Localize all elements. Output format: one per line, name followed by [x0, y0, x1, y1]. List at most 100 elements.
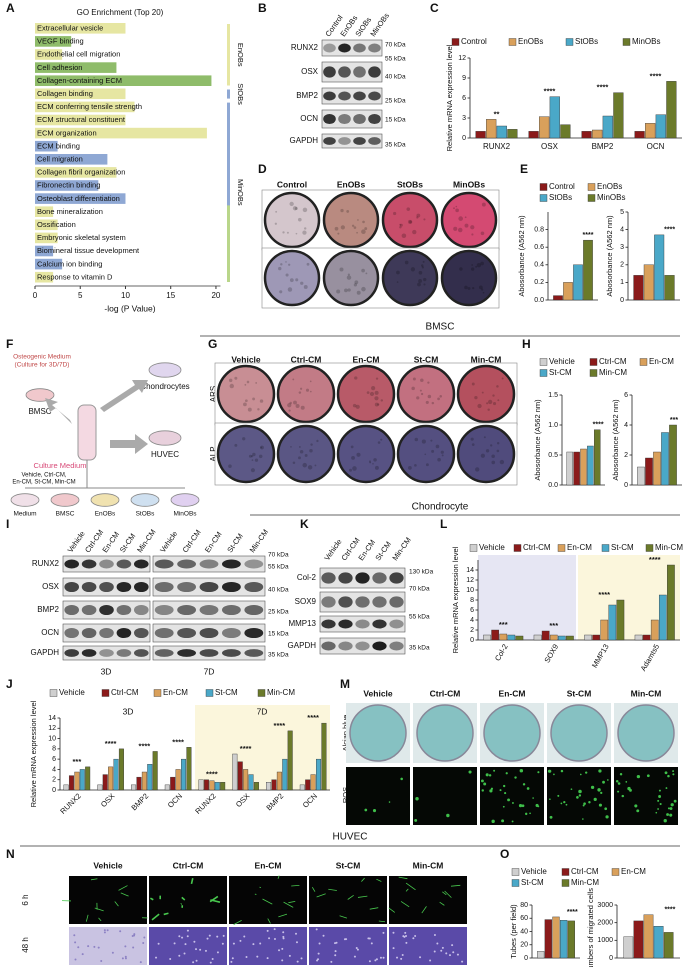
well-speck: [476, 263, 482, 268]
blot-band: [154, 559, 174, 569]
blot-band: [372, 619, 387, 629]
bar: [553, 295, 563, 301]
bar: [539, 116, 550, 139]
fluor-dot: [667, 807, 670, 810]
well-speck: [416, 396, 420, 400]
bar: [642, 634, 651, 641]
well-speck: [399, 223, 403, 227]
bar: [563, 282, 573, 301]
well-image: [322, 191, 380, 249]
cell-dot: [436, 942, 439, 945]
well-speck: [369, 461, 372, 464]
blot-band: [338, 596, 353, 608]
background-band: [478, 555, 576, 640]
well-speck: [483, 436, 486, 439]
blot-band: [177, 604, 197, 616]
image-tile: [149, 927, 227, 965]
cell-dot: [448, 954, 451, 957]
blot-band: [64, 604, 80, 616]
cell-dot: [382, 956, 385, 959]
well-speck: [303, 285, 308, 289]
y-axis-label: Numbers of migrated cells: [586, 888, 595, 967]
bar: [491, 629, 500, 641]
well-speck: [399, 225, 402, 229]
legend-label: Vehicle: [59, 688, 85, 697]
fluor-dot: [667, 774, 670, 778]
bar: [74, 771, 80, 791]
well-speck: [295, 403, 300, 409]
tube-segment: [120, 892, 129, 897]
well-image: [381, 249, 439, 307]
legend-swatch: [589, 358, 598, 366]
tube-segment: [114, 901, 119, 907]
bar: [654, 234, 665, 301]
dish-label: EnOBs: [95, 511, 116, 518]
cell-dot: [157, 942, 160, 945]
y-tick-label: 0.6: [534, 244, 544, 251]
fluor-dot: [563, 800, 566, 804]
significance: ****: [105, 739, 117, 748]
well-image: [276, 364, 336, 424]
blot-band: [353, 66, 366, 78]
arrow: [100, 380, 148, 412]
blot-band: [389, 596, 404, 608]
well-speck: [285, 261, 287, 263]
fluor-dot: [501, 819, 505, 823]
x-tick-label: OSX: [99, 791, 117, 809]
blot-band: [116, 604, 132, 616]
y-tick-label: 0: [624, 482, 628, 489]
marker-label: 15 kDa: [268, 631, 289, 638]
group-label: EnOBs: [236, 43, 245, 67]
blot-band: [355, 572, 370, 584]
bar: [35, 23, 126, 34]
blot-band: [244, 604, 264, 616]
tube-segment: [190, 877, 194, 885]
legend-label: StOBs: [549, 193, 572, 202]
cell-dot: [278, 949, 281, 952]
panel-label: N: [6, 847, 15, 861]
fluor-dot: [600, 791, 603, 795]
fluor-dot: [617, 782, 621, 785]
legend-swatch: [539, 369, 548, 377]
y-tick-label: 2000: [597, 920, 613, 927]
significance: ****: [598, 590, 610, 599]
bar: [580, 448, 587, 486]
blot-strip: [62, 555, 151, 573]
cell-dot: [334, 942, 337, 945]
well-speck: [351, 224, 355, 228]
well-speck: [336, 289, 341, 294]
blot-band: [81, 649, 97, 657]
dish: [50, 493, 80, 507]
well-speck: [255, 382, 258, 384]
legend-label: Vehicle: [521, 867, 547, 876]
protein-label: Col-2: [297, 573, 317, 582]
bar: [198, 779, 204, 791]
bar: [118, 748, 124, 791]
bar: [170, 776, 176, 791]
bar: [266, 782, 272, 791]
well-speck: [244, 383, 247, 386]
panel-label: J: [6, 677, 13, 691]
significance: **: [494, 109, 500, 118]
bar: [507, 129, 518, 139]
panel-label: H: [522, 337, 531, 351]
cell-dot: [268, 937, 271, 940]
tube-segment: [421, 906, 427, 914]
well-speck: [471, 264, 474, 266]
bar: [35, 232, 58, 244]
fluor-dot: [585, 771, 588, 774]
well-speck: [282, 231, 285, 234]
well-speck: [257, 408, 260, 411]
marker-label: 15 kDa: [385, 117, 406, 124]
tube-segment: [357, 895, 368, 898]
y-tick-label: 10: [466, 587, 474, 594]
cell-dot: [281, 959, 284, 962]
fluor-dot: [525, 812, 528, 816]
term-label: Bone mineralization: [37, 207, 103, 216]
fluor-dot: [549, 815, 553, 819]
protein-label: OSX: [42, 582, 60, 591]
well-speck: [492, 394, 495, 397]
tube-segment: [311, 886, 316, 892]
tube-segment: [163, 912, 169, 916]
well-speck: [407, 219, 412, 224]
